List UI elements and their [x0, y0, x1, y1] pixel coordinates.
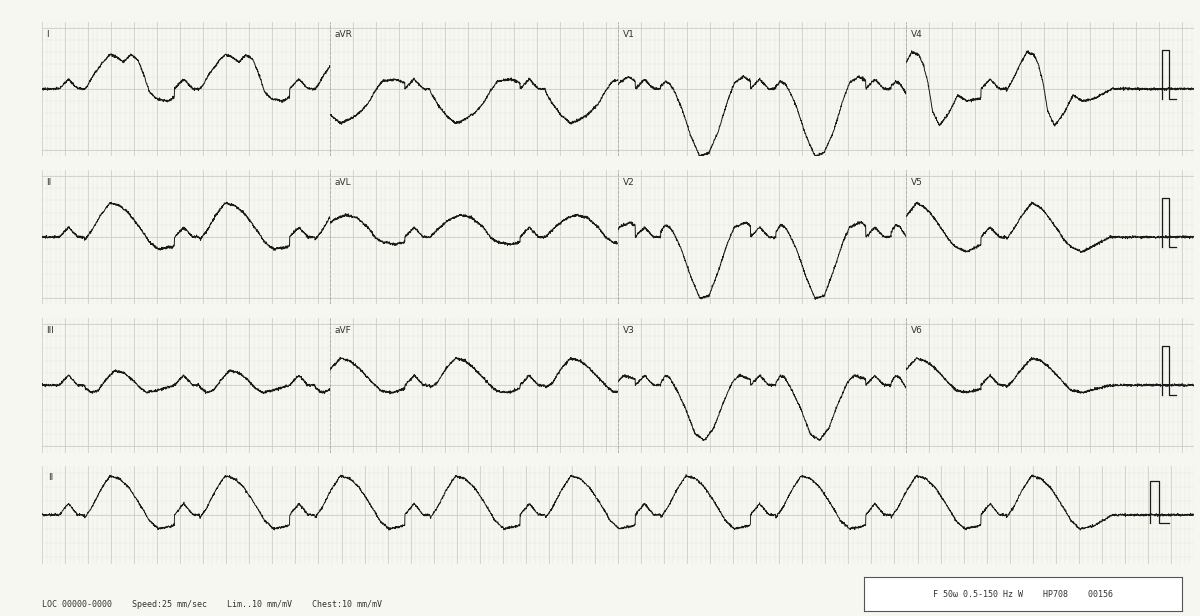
Text: LOC 00000-0000    Speed:25 mm/sec    Lim..10 mm/mV    Chest:10 mm/mV: LOC 00000-0000 Speed:25 mm/sec Lim..10 m…: [42, 599, 382, 609]
Text: V6: V6: [911, 326, 923, 335]
Text: aVL: aVL: [335, 178, 352, 187]
Text: II: II: [47, 178, 52, 187]
Text: I: I: [47, 30, 49, 39]
Text: F 50ω 0.5-150 Hz W    HP708    00156: F 50ω 0.5-150 Hz W HP708 00156: [934, 590, 1114, 599]
Text: V4: V4: [911, 30, 923, 39]
Text: aVF: aVF: [335, 326, 352, 335]
Text: V3: V3: [623, 326, 635, 335]
Text: II: II: [48, 473, 53, 482]
Text: V5: V5: [911, 178, 923, 187]
Text: V1: V1: [623, 30, 635, 39]
Text: aVR: aVR: [335, 30, 353, 39]
Text: III: III: [47, 326, 54, 335]
Text: V2: V2: [623, 178, 635, 187]
